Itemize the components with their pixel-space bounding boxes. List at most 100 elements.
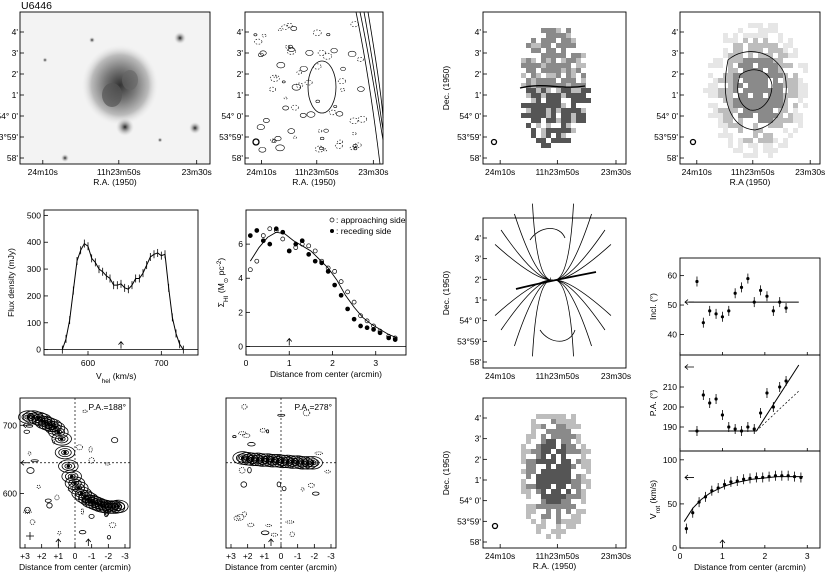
legend-receding: : receding side — [336, 226, 392, 236]
panel-hi-contours — [244, 11, 384, 165]
approaching-point — [332, 269, 337, 274]
approaching-point — [351, 299, 357, 305]
data-point — [695, 279, 699, 284]
chart-global-profile: 0 100 200 300 400 500 600 700 Vhel (km/s) Flux de… — [6, 209, 199, 385]
pa-model-line — [688, 364, 800, 432]
data-point — [778, 385, 782, 389]
dec-tick-label: 58' — [470, 153, 481, 163]
y-tick-label: 0 — [36, 345, 41, 355]
x-tick-label: -2 — [105, 551, 113, 561]
plot-frame — [679, 450, 821, 549]
pv-noise — [277, 413, 286, 417]
pv-contour — [38, 417, 59, 431]
pv-point — [113, 505, 117, 509]
dec-axis-label: Dec. (1950) — [441, 271, 451, 316]
pv-point — [76, 486, 81, 490]
x-tick-label: 0 — [678, 551, 683, 561]
pv-noise — [80, 508, 84, 515]
y-tick-label: 6 — [238, 239, 243, 249]
x-tick-label: +3 — [20, 551, 30, 561]
pv-point — [240, 456, 245, 460]
y-axis-label: ΣHI (M⊙ pc-2) — [216, 258, 230, 308]
dec-tick-label: 2' — [475, 454, 482, 464]
dec-tick-label: 3' — [475, 48, 482, 58]
pv-noise — [36, 484, 41, 489]
data-point — [708, 401, 712, 405]
pv-point — [255, 457, 260, 462]
arrow-marker — [55, 538, 62, 546]
data-point — [708, 309, 712, 313]
x-tick-label: +1 — [259, 551, 269, 561]
ra-tick-label: 23m30s — [182, 167, 212, 177]
pv-point — [49, 423, 54, 427]
dec-tick-label: 54° 0' — [221, 111, 243, 121]
receding-point — [371, 327, 376, 332]
dec-tick-label: 2' — [237, 69, 244, 79]
pv-noise — [25, 424, 34, 428]
panel-density-map — [679, 11, 821, 165]
chart-position-angle: 190 200 210 P.A. (°) — [648, 354, 821, 452]
y-tick-label: 60 — [668, 271, 678, 281]
data-point — [759, 411, 763, 415]
receding-point — [386, 335, 392, 341]
y-tick-label: 40 — [668, 329, 678, 339]
y-tick-label: 2 — [238, 307, 243, 317]
ra-tick-label: 24m10s — [485, 371, 515, 381]
dec-tick-label: 3' — [475, 434, 482, 444]
pv-noise — [259, 428, 267, 433]
svg-text:+: + — [548, 275, 553, 285]
pv-point — [116, 504, 121, 509]
approaching-point — [254, 258, 260, 264]
data-point — [720, 413, 725, 417]
x-tick-label: +1 — [53, 551, 63, 561]
dec-tick-label: 54° 0' — [459, 111, 481, 121]
dec-tick-label: 58' — [232, 153, 243, 163]
dec-axis-label: Dec. (1950) — [441, 451, 451, 496]
pv-noise — [26, 467, 35, 474]
approaching-point — [247, 267, 253, 273]
approaching-point — [267, 226, 273, 232]
y-tick-label: 50 — [668, 300, 678, 310]
x-tick-label: 600 — [81, 358, 95, 368]
pv-contour — [64, 463, 73, 469]
dec-axis-label: Dec. (1950) — [441, 66, 451, 111]
receding-point — [312, 258, 318, 264]
pv-point — [36, 416, 41, 421]
chart-pv-minor: +3 +2 +1 0 -1 -2 -3 P.A.=278° Distance from cent… — [225, 397, 337, 572]
pv-noise — [247, 466, 252, 474]
pv-noise — [312, 491, 320, 496]
pv-point — [265, 458, 270, 462]
arrow-marker — [268, 538, 274, 546]
arrow-marker — [22, 422, 32, 429]
profile-line — [61, 242, 184, 350]
dec-tick-label: 54° 0' — [0, 111, 18, 121]
pv-noise — [103, 510, 109, 518]
pv-noise — [247, 522, 255, 528]
pv-point — [280, 459, 285, 464]
y-tick-label: 600 — [3, 488, 17, 498]
ra-tick-label: 11h23m50s — [535, 167, 579, 177]
receding-point — [319, 260, 325, 266]
dec-tick-label: 1' — [475, 295, 482, 305]
ra-axis-label: R.A. (1950) — [292, 177, 336, 187]
data-point — [739, 285, 744, 289]
dec-tick-label: 58' — [470, 357, 481, 367]
dec-tick-label: 4' — [475, 413, 482, 423]
receding-point — [351, 316, 357, 322]
x-axis-label: Distance from center (arcmin) — [225, 562, 337, 572]
ra-tick-label: 23m30s — [358, 167, 388, 177]
dec-tick-label: 1' — [237, 90, 244, 100]
x-tick-label: -3 — [121, 551, 129, 561]
x-tick-label: -2 — [311, 551, 319, 561]
y-tick-label: 200 — [663, 402, 677, 412]
pv-point — [66, 464, 71, 468]
approaching-point — [260, 233, 266, 238]
ra-tick-label: 11h23m50s — [535, 371, 579, 381]
pv-point — [250, 457, 255, 462]
pv-contour — [54, 445, 76, 460]
pv-noise — [108, 522, 117, 528]
pv-point — [285, 459, 290, 464]
pv-contour — [54, 434, 69, 444]
data-point — [752, 427, 756, 431]
